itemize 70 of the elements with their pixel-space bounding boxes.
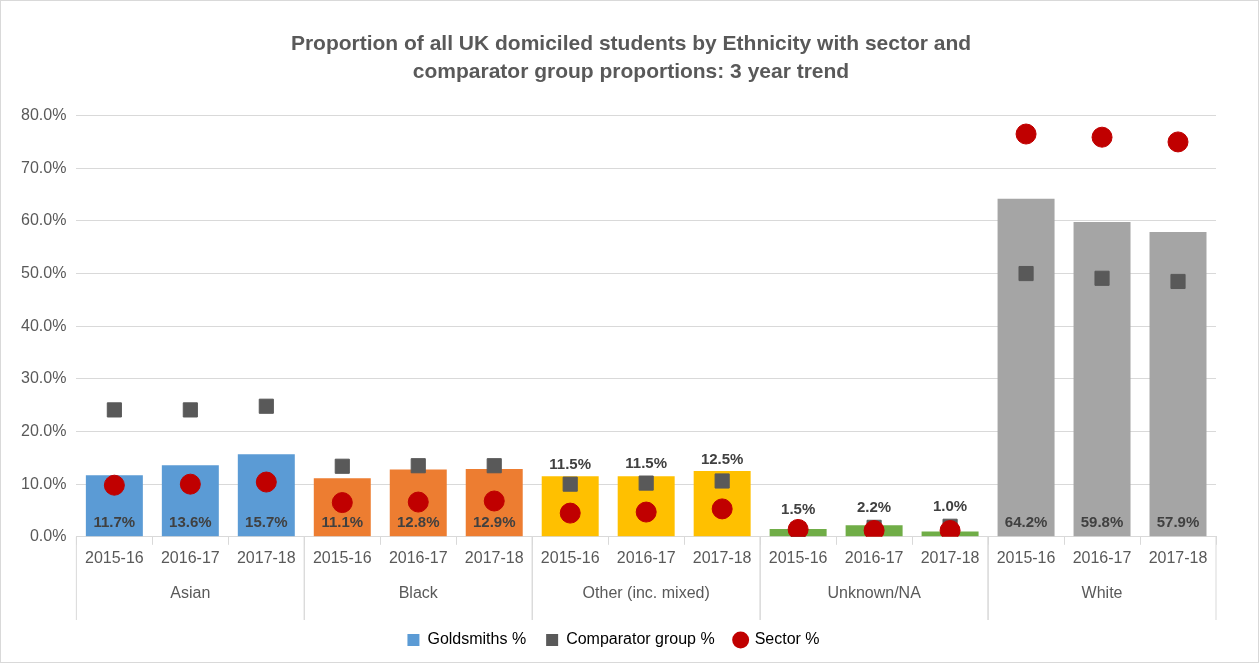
x-tick-label: 2015-16 — [312, 548, 372, 566]
x-tick-label: 2017-18 — [464, 548, 524, 566]
point — [334, 458, 350, 474]
point — [179, 473, 201, 495]
data-label: 57.9% — [1156, 513, 1200, 531]
x-tick-label: 2016-17 — [388, 548, 448, 566]
x-tick-label: 2016-17 — [844, 548, 904, 566]
data-label: 59.8% — [1080, 513, 1124, 531]
legend-label: Sector % — [754, 630, 820, 648]
point — [106, 402, 122, 418]
bar — [997, 198, 1055, 537]
chart-title: Proportion of all UK domiciled students by Ethnicity with sector and comparator group proportions: 3 year trend — [289, 30, 973, 84]
x-tick-label: 2017-18 — [1148, 548, 1208, 566]
text: Black — [398, 584, 439, 602]
legend-label: Goldsmiths % — [427, 630, 527, 648]
point — [1167, 131, 1189, 153]
data-label: 12.8% — [396, 513, 440, 531]
point — [1170, 273, 1186, 290]
legend-label: Comparator group % — [566, 630, 715, 648]
data-label: 11.5% — [549, 454, 592, 472]
x-tick-label: 2015-16 — [85, 548, 144, 566]
point — [182, 402, 198, 418]
text: White — [1081, 584, 1123, 602]
y-tick-label: 70.0% — [20, 158, 67, 176]
point — [486, 458, 502, 474]
point — [410, 458, 426, 474]
point — [562, 476, 578, 492]
x-tick-label: 2016-17 — [616, 548, 676, 566]
text: Other (inc. mixed) — [582, 584, 710, 602]
x-tick-label: 2015-16 — [996, 548, 1056, 566]
x-tick-label: 2017-18 — [692, 548, 752, 566]
y-tick-label: 40.0% — [20, 316, 67, 334]
x-tick-label: 2016-17 — [160, 548, 220, 566]
data-label: 13.6% — [169, 513, 212, 531]
point — [258, 398, 274, 414]
y-tick-label: 30.0% — [20, 369, 67, 387]
point — [1015, 123, 1037, 145]
point — [1091, 126, 1113, 148]
data-label: 1.0% — [932, 496, 968, 514]
data-label: 64.2% — [1004, 513, 1048, 531]
data-label: 11.1% — [321, 513, 364, 531]
x-tick-label: 2015-16 — [540, 548, 600, 566]
y-tick-label: 10.0% — [20, 474, 67, 492]
data-label: 12.9% — [472, 513, 516, 531]
point — [255, 471, 277, 493]
data-label: 11.5% — [625, 453, 668, 471]
text: Asian — [170, 584, 211, 602]
bar — [237, 454, 295, 537]
point — [1018, 265, 1034, 282]
y-tick-label: 0.0% — [29, 527, 67, 545]
data-label: 2.2% — [857, 497, 892, 515]
y-tick-label: 80.0% — [20, 106, 67, 124]
x-tick-label: 2017-18 — [236, 548, 296, 566]
y-tick-label: 60.0% — [20, 211, 67, 229]
bar — [1073, 221, 1131, 537]
y-tick-label: 20.0% — [20, 421, 67, 439]
point — [103, 474, 125, 496]
x-tick-label: 2015-16 — [768, 548, 828, 566]
data-label: 1.5% — [781, 500, 816, 518]
data-label: 11.7% — [93, 513, 136, 531]
point — [638, 475, 654, 491]
point — [1094, 270, 1110, 286]
data-label: 12.5% — [700, 449, 744, 467]
text: Unknown/NA — [827, 584, 922, 602]
y-tick-label: 50.0% — [20, 263, 67, 281]
data-label: 15.7% — [245, 513, 288, 531]
x-tick-label: 2017-18 — [920, 548, 980, 566]
point — [714, 473, 730, 489]
x-tick-label: 2016-17 — [1072, 548, 1132, 566]
bar — [1149, 231, 1207, 537]
